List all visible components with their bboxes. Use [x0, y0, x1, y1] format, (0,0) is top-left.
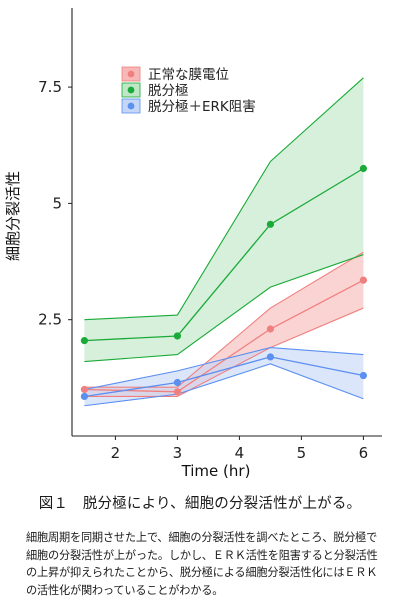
point-series-3	[173, 378, 181, 387]
legend-label-series-1: 正常な膜電位	[148, 67, 229, 83]
legend-marker-series-1	[127, 70, 135, 78]
point-series-2	[266, 220, 274, 228]
legend-marker-series-3	[127, 102, 135, 110]
y-tick-label: 5	[52, 194, 62, 212]
x-tick-label: 5	[297, 444, 307, 462]
series-points	[80, 164, 367, 401]
point-series-1	[266, 325, 274, 333]
point-series-2	[80, 337, 88, 345]
point-series-2	[359, 164, 367, 173]
point-series-1	[359, 276, 367, 284]
x-tick-label: 2	[111, 444, 121, 462]
point-series-3	[266, 353, 274, 361]
x-tick-label: 3	[173, 444, 183, 462]
point-series-3	[359, 371, 367, 380]
legend-marker-series-2	[127, 86, 135, 94]
figure-caption-body: 細胞周期を同期させた上で、細胞の分裂活性を調べたところ、脱分極で細胞の分裂活性が…	[26, 531, 378, 597]
point-series-3	[80, 392, 88, 401]
band-upper-edge-series-1	[84, 251, 364, 388]
y-axis-title: 細胞分裂活性	[4, 171, 22, 261]
legend-label-series-3: 脱分極＋ERK阻害	[148, 99, 256, 115]
figure-caption-title: 図１ 脱分極により、細胞の分裂活性が上がる。	[38, 496, 362, 512]
band-lower-edge-series-2	[84, 254, 364, 363]
band-upper-edge-series-3	[84, 347, 364, 391]
line-series-3	[84, 356, 364, 398]
line-series-2	[84, 167, 364, 342]
point-series-1	[173, 388, 181, 396]
x-tick-label: 4	[235, 444, 245, 462]
axes: 2 3 4 5 6 2.5 5 7.5	[38, 8, 382, 462]
point-series-2	[173, 332, 181, 340]
point-series-1	[80, 385, 88, 394]
y-tick-label: 2.5	[38, 311, 62, 329]
confidence-bands	[84, 77, 364, 406]
band-lower-edge-series-1	[84, 307, 364, 398]
x-axis-title: Time (hr)	[181, 462, 251, 480]
chart: 2 3 4 5 6 2.5 5 7.5 細胞分裂活性 Time (hr) 正常な膜電位脱分極脱…	[4, 8, 382, 480]
band-lower-edge-series-3	[84, 363, 364, 407]
x-tick-label: 6	[359, 444, 369, 462]
y-tick-label: 7.5	[38, 78, 62, 96]
line-series-1	[84, 279, 364, 393]
legend-label-series-2: 脱分極	[148, 83, 189, 99]
band-upper-edge-series-2	[84, 77, 364, 321]
series-lines	[84, 77, 364, 407]
band-series-2	[84, 77, 364, 362]
